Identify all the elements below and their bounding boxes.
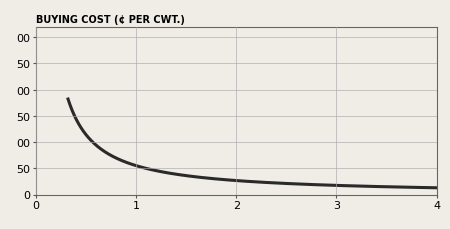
Text: BUYING COST (¢ PER CWT.): BUYING COST (¢ PER CWT.) — [36, 15, 185, 25]
